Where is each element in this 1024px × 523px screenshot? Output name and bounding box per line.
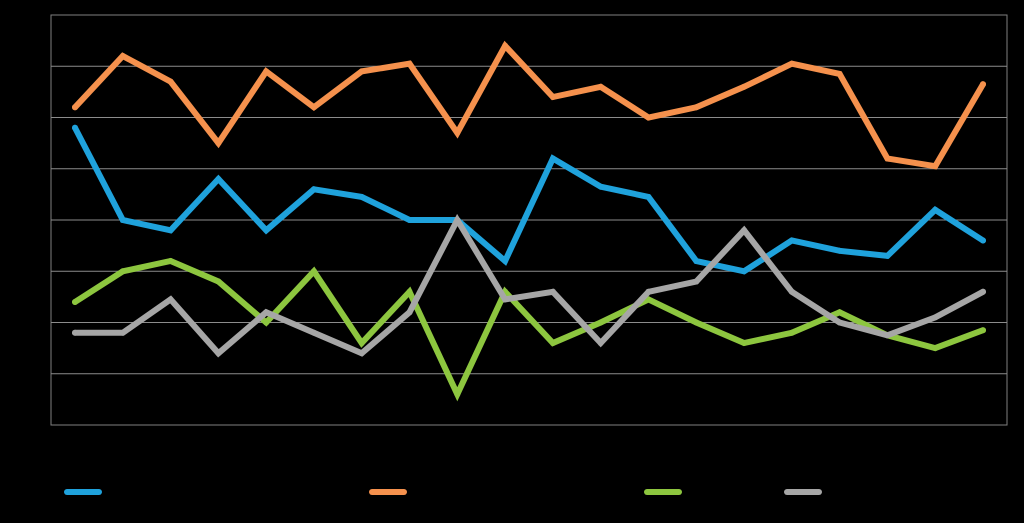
data-point-s1-1 [72,124,78,131]
data-point-s1-13 [645,193,652,200]
data-point-s4-4 [215,350,222,357]
data-point-s1-14 [693,258,700,264]
data-point-s4-8 [406,309,413,316]
data-point-s2-14 [693,104,700,111]
data-point-s4-3 [167,296,174,303]
data-point-s1-18 [884,252,891,259]
data-point-s1-10 [502,258,509,264]
data-point-s1-7 [358,193,365,200]
data-point-s4-5 [263,309,270,316]
series-lines [72,40,986,402]
data-point-s3-5 [263,319,270,326]
data-point-s2-15 [741,83,748,90]
data-point-s1-5 [263,227,270,234]
data-point-s2-7 [358,68,365,75]
data-point-s3-19 [932,345,939,352]
data-point-s1-2 [119,217,126,223]
data-point-s4-11 [549,288,556,295]
data-point-s2-17 [836,70,843,77]
data-point-s4-19 [932,314,939,321]
data-point-s4-9 [454,217,461,223]
data-point-s2-19 [932,163,939,170]
data-point-s3-7 [358,340,365,346]
data-point-s3-16 [788,329,795,336]
data-point-s3-12 [597,319,604,326]
data-point-s2-5 [263,68,270,75]
data-point-s2-20 [980,81,986,88]
data-point-s2-12 [597,83,604,90]
data-point-s2-10 [502,42,509,49]
series-line-2 [72,40,986,170]
data-point-s1-12 [597,183,604,190]
data-point-s2-11 [549,94,556,100]
data-point-s4-14 [693,278,700,285]
data-point-s2-1 [72,104,78,111]
data-point-s3-11 [549,340,556,346]
data-point-s2-16 [788,60,795,67]
data-point-s3-4 [215,278,222,285]
data-point-s3-8 [406,288,413,295]
data-point-s4-17 [836,319,843,326]
data-point-s1-19 [932,206,939,213]
data-point-s1-6 [310,186,317,193]
series-line-4 [72,213,986,358]
data-point-s3-17 [836,309,843,316]
data-point-s4-10 [502,296,509,303]
series-line-1 [72,124,986,275]
data-point-s3-15 [741,340,748,346]
data-point-s1-8 [406,217,413,223]
data-point-s2-6 [310,104,317,111]
data-point-s3-1 [72,299,78,305]
data-point-s3-13 [645,296,652,303]
data-point-s4-12 [597,340,604,346]
data-point-s3-6 [310,268,317,275]
data-point-s4-7 [358,350,365,357]
data-point-s3-2 [119,268,126,275]
data-point-s2-13 [645,114,652,121]
data-point-s3-3 [167,258,174,264]
data-point-s2-4 [215,140,222,147]
data-point-s2-18 [884,155,891,162]
data-point-s4-16 [788,288,795,295]
data-point-s1-15 [741,268,748,275]
data-point-s4-18 [884,332,891,339]
data-point-s1-20 [980,237,986,244]
data-point-s2-9 [454,129,461,136]
data-point-s4-20 [980,288,986,295]
data-point-s1-16 [788,237,795,244]
data-point-s1-11 [549,155,556,162]
data-point-s4-2 [119,329,126,336]
data-point-s4-6 [310,329,317,336]
data-point-s1-4 [215,176,222,182]
data-point-s2-3 [167,78,174,85]
data-point-s2-2 [119,53,126,59]
data-point-s4-13 [645,288,652,295]
data-point-s3-20 [980,327,986,334]
data-point-s1-17 [836,247,843,254]
data-point-s3-14 [693,319,700,326]
data-point-s2-8 [406,60,413,67]
data-point-s4-15 [741,227,748,234]
data-point-s1-3 [167,227,174,234]
data-point-s4-1 [72,329,78,336]
data-point-s3-9 [454,391,461,398]
